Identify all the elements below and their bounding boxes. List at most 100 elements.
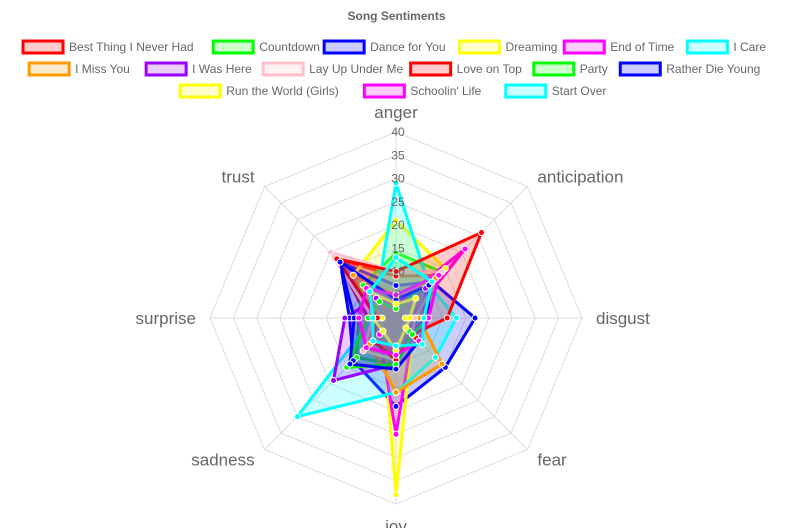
tick-label: 25	[391, 195, 405, 209]
legend-swatch	[409, 61, 453, 77]
data-point-dreaming-anger[interactable]	[392, 216, 400, 224]
axis-label-trust: trust	[222, 168, 255, 187]
legend-item-dance-for-you[interactable]: Dance for You	[322, 39, 446, 55]
legend-item-love-on-top[interactable]: Love on Top	[409, 61, 522, 77]
legend-swatch	[618, 61, 662, 77]
data-point-start-over-surprise[interactable]	[369, 314, 377, 322]
data-point-love-on-top-anticipation[interactable]	[477, 229, 485, 237]
data-point-party-trust[interactable]	[376, 298, 384, 306]
legend-swatch	[322, 39, 366, 55]
legend-item-start-over[interactable]: Start Over	[504, 83, 607, 99]
data-point-lay-up-under-me-trust[interactable]	[326, 248, 334, 256]
data-point-run-the-world-girls-sadness[interactable]	[379, 327, 387, 335]
data-point-rather-die-young-sadness[interactable]	[346, 360, 354, 368]
legend-swatch	[504, 83, 548, 99]
tick-label: 40	[391, 125, 405, 139]
data-point-i-care-fear[interactable]	[431, 353, 439, 361]
axis-label-joy: joy	[384, 517, 407, 528]
axis-label-anticipation: anticipation	[537, 168, 623, 187]
data-point-start-over-trust[interactable]	[366, 288, 374, 296]
data-point-end-of-time-joy[interactable]	[392, 430, 400, 438]
legend-swatch	[21, 39, 65, 55]
tick-label: 20	[391, 218, 405, 232]
data-point-i-care-disgust[interactable]	[452, 314, 460, 322]
tick-label: 5	[395, 288, 402, 302]
data-point-dance-for-you-disgust[interactable]	[471, 314, 479, 322]
data-point-i-miss-you-joy[interactable]	[392, 388, 400, 396]
data-point-start-over-sadness[interactable]	[369, 337, 377, 345]
legend-swatch	[457, 39, 501, 55]
legend-label: End of Time	[610, 40, 674, 54]
legend-item-party[interactable]: Party	[532, 61, 608, 77]
legend-item-lay-up-under-me[interactable]: Lay Up Under Me	[261, 61, 404, 77]
data-point-i-was-here-sadness[interactable]	[330, 376, 338, 384]
legend-item-schoolin-life[interactable]: Schoolin' Life	[362, 83, 482, 99]
data-point-end-of-time-anticipation[interactable]	[461, 245, 469, 253]
legend-item-i-was-here[interactable]: I Was Here	[144, 61, 252, 77]
legend-swatch	[27, 61, 71, 77]
legend-item-run-the-world-girls[interactable]: Run the World (Girls)	[178, 83, 339, 99]
data-point-schoolin-life-anger[interactable]	[392, 291, 400, 299]
legend-swatch	[362, 83, 406, 99]
legend-swatch	[178, 83, 222, 99]
legend-label: Countdown	[259, 40, 320, 54]
legend-item-i-care[interactable]: I Care	[685, 39, 766, 55]
data-point-dreaming-joy[interactable]	[392, 491, 400, 499]
axis-labels: anger anticipation disgust fear joy sadness su…	[136, 103, 651, 528]
tick-label: 30	[391, 172, 405, 186]
legend-label: Best Thing I Never Had	[69, 40, 194, 54]
legend-item-best-thing-i-never-had[interactable]: Best Thing I Never Had	[21, 39, 194, 55]
legend-item-i-miss-you[interactable]: I Miss You	[27, 61, 130, 77]
tick-label: 15	[391, 241, 405, 255]
data-point-rather-die-young-joy[interactable]	[392, 365, 400, 373]
data-point-rather-die-young-trust[interactable]	[336, 258, 344, 266]
data-point-love-on-top-disgust[interactable]	[443, 314, 451, 322]
data-point-i-was-here-surprise[interactable]	[341, 314, 349, 322]
data-point-run-the-world-girls-disgust[interactable]	[406, 314, 414, 322]
points-layer	[293, 179, 485, 499]
data-point-dance-for-you-anger[interactable]	[392, 281, 400, 289]
data-point-run-the-world-girls-anger[interactable]	[392, 300, 400, 308]
legend-label: I Miss You	[75, 62, 130, 76]
data-point-start-over-joy[interactable]	[392, 342, 400, 350]
legend-label: Start Over	[552, 84, 607, 98]
data-point-i-miss-you-fear[interactable]	[438, 360, 446, 368]
data-point-schoolin-life-anticipation[interactable]	[435, 271, 443, 279]
legend-item-dreaming[interactable]: Dreaming	[457, 39, 557, 55]
legend-swatch	[144, 61, 188, 77]
legend-swatch	[532, 61, 576, 77]
data-point-dance-for-you-joy[interactable]	[392, 402, 400, 410]
radial-ticks: 5 10 15 20 25 30 35 40	[391, 125, 405, 302]
legend-item-end-of-time[interactable]: End of Time	[562, 39, 675, 55]
axis-label-anger: anger	[374, 103, 418, 122]
data-point-run-the-world-girls-anticipation[interactable]	[412, 294, 420, 302]
tick-label: 35	[391, 148, 405, 162]
legend-item-rather-die-young[interactable]: Rather Die Young	[618, 61, 760, 77]
data-point-schoolin-life-sadness[interactable]	[362, 344, 370, 352]
axis-label-fear: fear	[537, 450, 567, 469]
legend-label: Run the World (Girls)	[226, 84, 338, 98]
legend-label: Party	[580, 62, 608, 76]
data-point-schoolin-life-surprise[interactable]	[355, 314, 363, 322]
data-point-run-the-world-girls-fear[interactable]	[402, 324, 410, 332]
chart-title: Song Sentiments	[347, 9, 445, 23]
data-point-i-care-sadness[interactable]	[293, 413, 301, 421]
data-point-start-over-anger[interactable]	[392, 254, 400, 262]
data-point-start-over-disgust[interactable]	[420, 314, 428, 322]
axis-label-surprise: surprise	[136, 309, 196, 328]
data-point-i-miss-you-trust[interactable]	[349, 271, 357, 279]
data-point-schoolin-life-joy[interactable]	[392, 351, 400, 359]
legend-label: Lay Up Under Me	[309, 62, 403, 76]
axis-label-disgust: disgust	[596, 309, 650, 328]
legend: Best Thing I Never Had Countdown Dance for…	[21, 39, 766, 99]
data-point-party-fear[interactable]	[408, 330, 416, 338]
data-point-love-on-top-anger[interactable]	[392, 268, 400, 275]
series-layer	[293, 182, 485, 495]
data-point-start-over-fear[interactable]	[418, 340, 426, 348]
legend-label: I Care	[733, 40, 766, 54]
legend-item-countdown[interactable]: Countdown	[211, 39, 320, 55]
axis-label-sadness: sadness	[191, 450, 254, 469]
data-point-start-over-anticipation[interactable]	[428, 278, 436, 286]
data-point-i-care-anger[interactable]	[392, 179, 400, 187]
